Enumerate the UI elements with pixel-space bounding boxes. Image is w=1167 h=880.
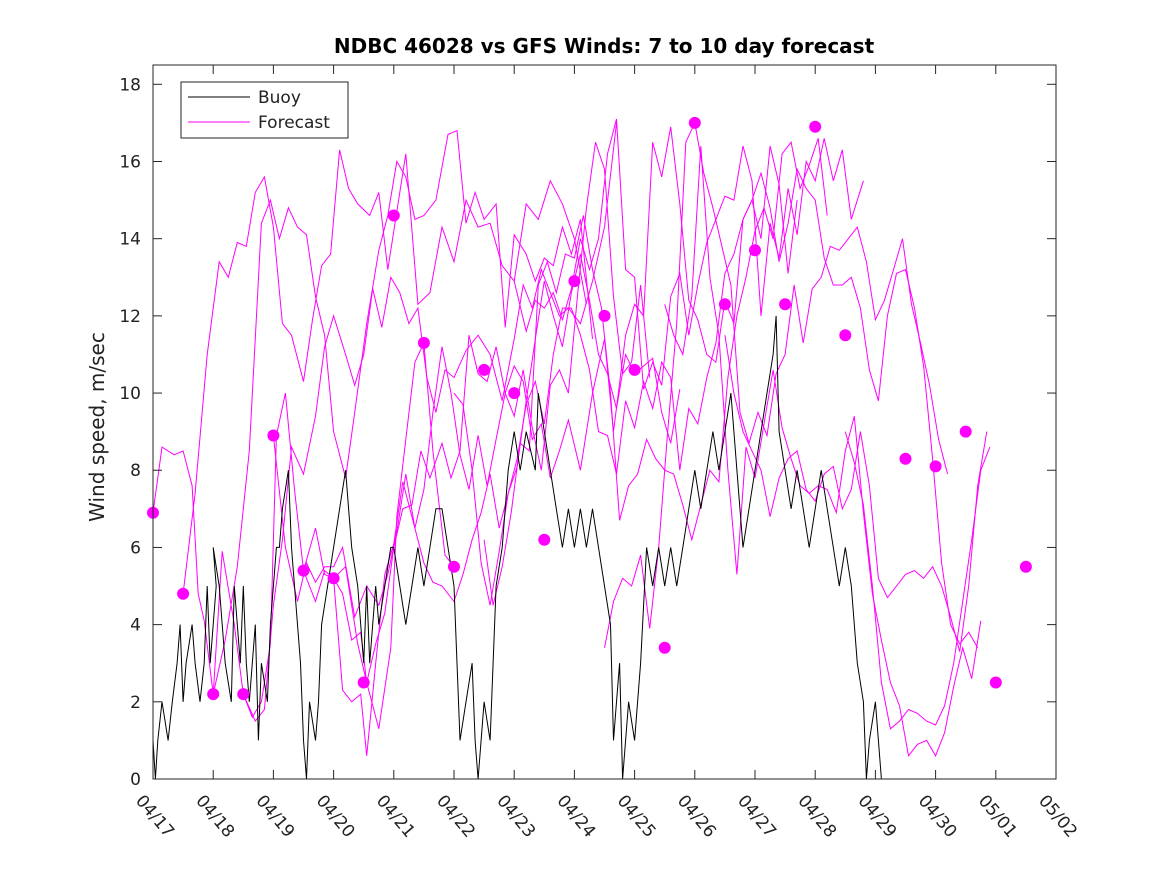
forecast-marker [417,336,430,349]
forecast-series-line [844,431,991,730]
y-tick-label: 0 [130,770,141,790]
forecast-marker [478,363,491,376]
y-tick-label: 18 [119,75,141,95]
forecast-marker [1019,560,1032,573]
forecast-series-line [664,145,982,757]
forecast-marker [989,676,1002,689]
forecast-marker [297,564,310,577]
forecast-marker [387,209,400,222]
forecast-marker [508,387,521,400]
forecast-marker [448,560,460,573]
forecast-marker [688,116,701,129]
forecast-marker [568,275,581,288]
y-tick-label: 4 [130,616,141,636]
forecast-marker [628,363,641,376]
buoy-series-line [153,315,882,779]
y-tick-label: 16 [119,152,141,172]
forecast-marker [177,587,190,600]
y-axis-label: Wind speed, m/sec [85,332,109,522]
legend-buoy-label: Buoy [258,88,301,108]
forecast-series-line [453,145,798,606]
chart-title: NDBC 46028 vs GFS Winds: 7 to 10 day for… [334,34,875,58]
y-tick-label: 12 [119,307,141,327]
y-tick-label: 8 [130,461,141,481]
y-tick-label: 14 [119,230,141,250]
forecast-marker [658,641,671,654]
forecast-marker [538,533,551,546]
forecast-series-line [272,303,644,619]
forecast-marker [779,298,792,311]
forecast-series-line [153,340,455,729]
forecast-series-line [724,335,988,652]
forecast-markers [147,116,1032,701]
plot-frame [152,64,1057,780]
forecast-series-line [604,121,949,648]
forecast-marker [899,452,912,465]
forecast-marker [598,309,611,322]
legend: Buoy Forecast [180,81,349,139]
forecast-marker [809,120,822,133]
y-tick-label: 6 [130,538,141,558]
y-tick-label: 10 [119,384,141,404]
forecast-marker [207,688,220,701]
forecast-marker [718,298,731,311]
forecast-marker [237,688,250,701]
forecast-marker [959,425,972,438]
forecast-marker [929,460,942,473]
buoy-line [153,315,882,779]
forecast-marker [267,429,280,442]
forecast-series-line [513,118,864,390]
legend-box [180,81,349,139]
forecast-marker [839,329,852,342]
legend-forecast-label: Forecast [258,113,330,133]
forecast-series-line [212,129,593,695]
forecast-marker [327,572,340,585]
forecast-series-line [634,126,979,649]
plot-area [147,116,1032,779]
y-axis: 0 2 4 6 8 10 12 14 16 18 [119,75,1056,790]
y-tick-label: 2 [130,693,141,713]
forecast-marker [357,676,370,689]
forecast-marker [749,244,761,257]
